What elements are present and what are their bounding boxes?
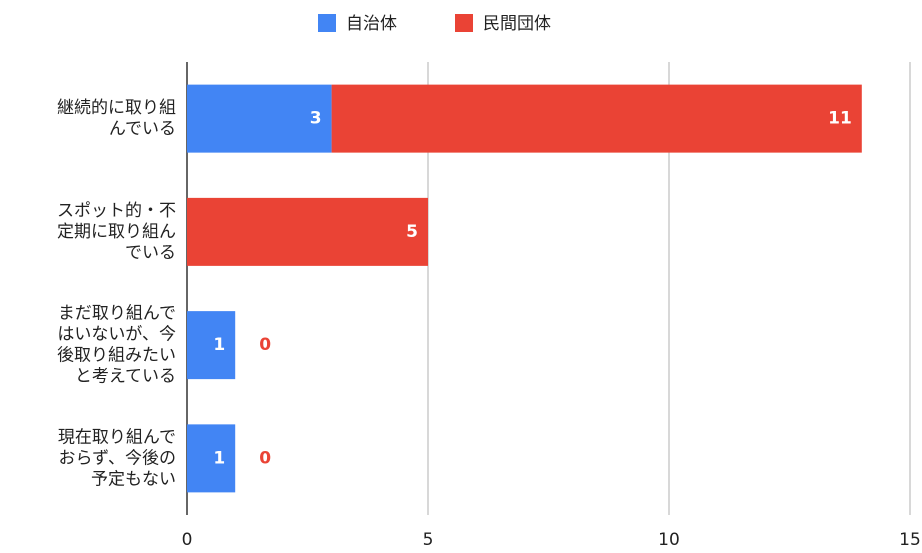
y-tick-label: スポット的・不定期に取り組んでいる <box>57 201 176 263</box>
bar <box>187 197 428 266</box>
bar <box>187 84 332 153</box>
value-label: 3 <box>310 109 322 129</box>
legend-label: 民間団体 <box>483 14 551 34</box>
x-tick-label: 10 <box>658 530 680 550</box>
value-label: 0 <box>259 335 271 355</box>
value-label: 1 <box>213 448 225 468</box>
value-label: 5 <box>406 222 418 242</box>
value-label: 1 <box>213 335 225 355</box>
legend-swatch <box>318 14 336 32</box>
y-tick-label: 現在取り組んでおらず、今後の予定もない <box>58 427 176 489</box>
bar <box>187 311 236 380</box>
bar <box>331 84 862 153</box>
value-label: 0 <box>259 448 271 468</box>
x-tick-label: 5 <box>423 530 434 550</box>
y-tick-label: 継続的に取り組んでいる <box>57 98 176 139</box>
x-tick-label: 15 <box>899 530 921 550</box>
value-label: 11 <box>828 109 852 129</box>
legend-swatch <box>455 14 473 32</box>
x-tick-label: 0 <box>182 530 193 550</box>
y-tick-label: まだ取り組んではいないが、今後取り組みたいと考えている <box>57 304 176 387</box>
bar <box>187 424 236 493</box>
legend-label: 自治体 <box>346 14 397 34</box>
